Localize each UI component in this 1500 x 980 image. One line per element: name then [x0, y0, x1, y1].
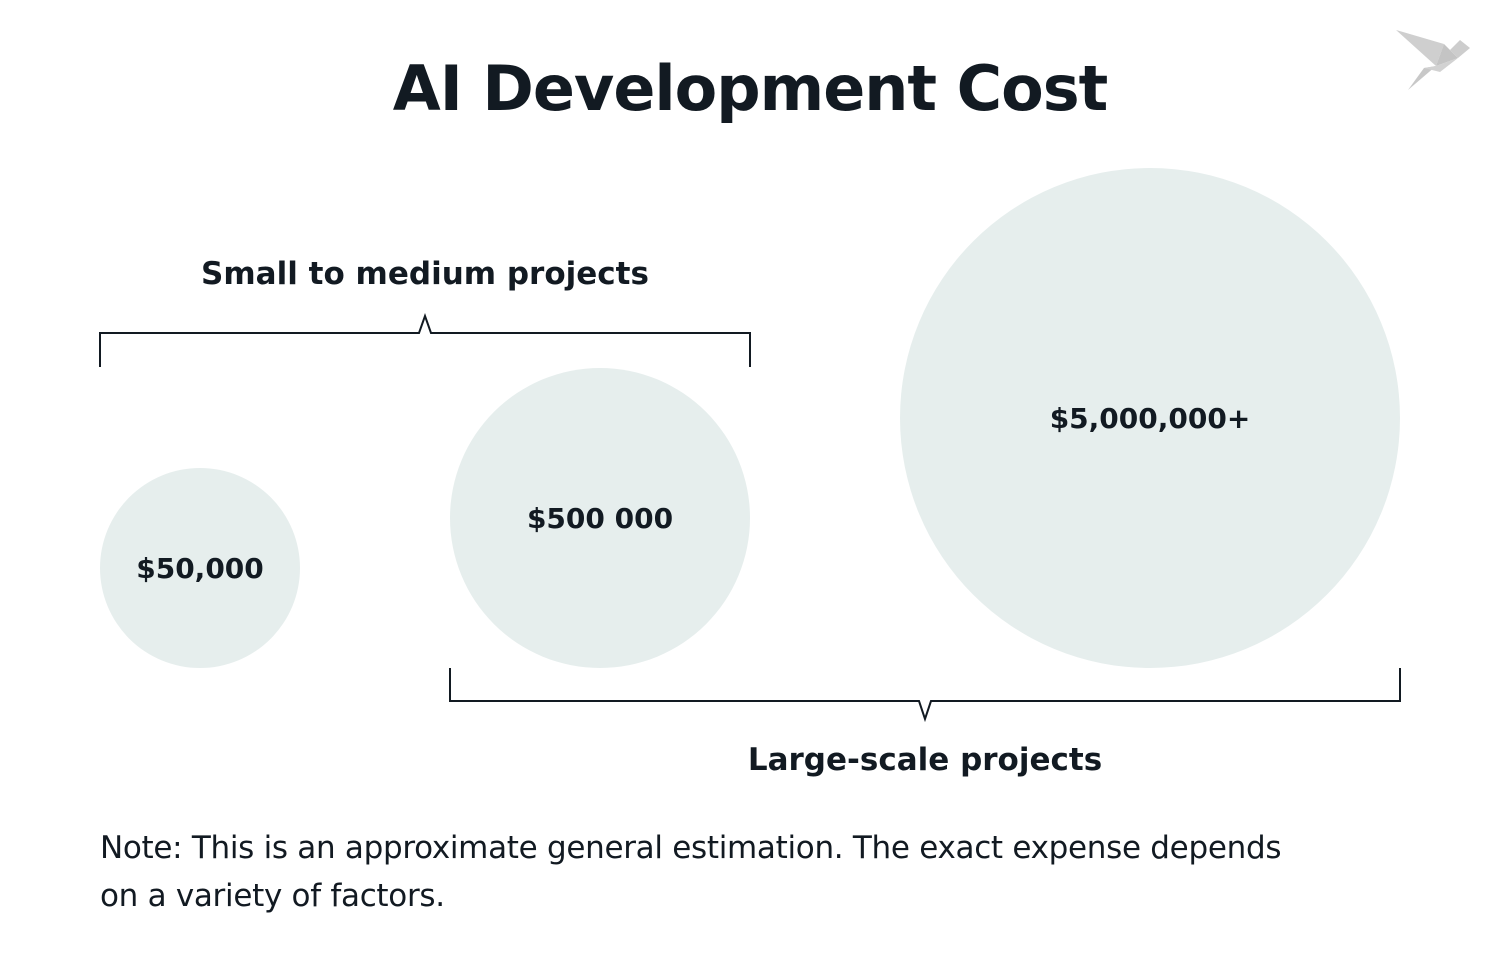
footnote: Note: This is an approximate general est… — [100, 830, 1282, 914]
small-medium-bracket — [99, 312, 751, 367]
origami-bird-icon — [1396, 30, 1470, 90]
cost-circle-large: $5,000,000+ — [900, 168, 1400, 668]
small-medium-label: Small to medium projects — [201, 256, 649, 292]
cost-circle-medium: $500 000 — [450, 368, 750, 668]
cost-circle-small: $50,000 — [100, 468, 300, 668]
cost-value: $5,000,000+ — [1049, 401, 1251, 435]
cost-value: $50,000 — [136, 551, 264, 585]
large-bracket — [449, 668, 1401, 723]
cost-value: $500 000 — [526, 501, 674, 535]
page-title: AI Development Cost — [392, 52, 1109, 125]
large-scale-label: Large-scale projects — [747, 742, 1103, 778]
